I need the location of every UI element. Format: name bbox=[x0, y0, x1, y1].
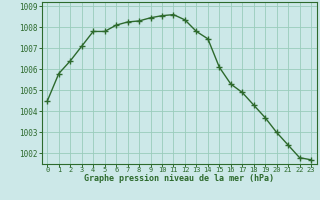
X-axis label: Graphe pression niveau de la mer (hPa): Graphe pression niveau de la mer (hPa) bbox=[84, 174, 274, 183]
